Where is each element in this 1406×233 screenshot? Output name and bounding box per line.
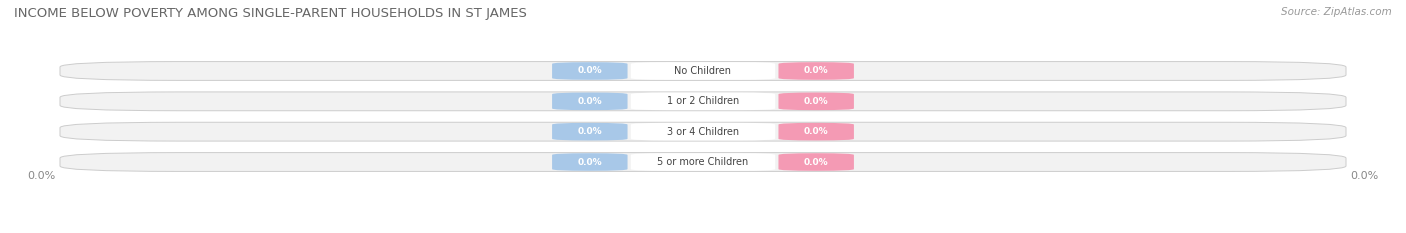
FancyBboxPatch shape <box>779 153 853 171</box>
Text: 3 or 4 Children: 3 or 4 Children <box>666 127 740 137</box>
FancyBboxPatch shape <box>553 93 627 110</box>
FancyBboxPatch shape <box>631 62 775 80</box>
Text: 0.0%: 0.0% <box>804 127 828 136</box>
Text: 0.0%: 0.0% <box>578 66 602 75</box>
FancyBboxPatch shape <box>60 122 1346 141</box>
Text: 0.0%: 0.0% <box>804 66 828 75</box>
FancyBboxPatch shape <box>631 153 775 171</box>
FancyBboxPatch shape <box>779 93 853 110</box>
Text: 5 or more Children: 5 or more Children <box>658 157 748 167</box>
Text: INCOME BELOW POVERTY AMONG SINGLE-PARENT HOUSEHOLDS IN ST JAMES: INCOME BELOW POVERTY AMONG SINGLE-PARENT… <box>14 7 527 20</box>
FancyBboxPatch shape <box>553 123 627 140</box>
FancyBboxPatch shape <box>60 153 1346 171</box>
Text: 0.0%: 0.0% <box>27 171 55 181</box>
FancyBboxPatch shape <box>779 123 853 140</box>
Text: 0.0%: 0.0% <box>578 97 602 106</box>
FancyBboxPatch shape <box>631 93 775 110</box>
FancyBboxPatch shape <box>553 153 627 171</box>
Text: No Children: No Children <box>675 66 731 76</box>
FancyBboxPatch shape <box>60 62 1346 80</box>
Text: 0.0%: 0.0% <box>578 158 602 167</box>
FancyBboxPatch shape <box>553 62 627 80</box>
FancyBboxPatch shape <box>631 123 775 140</box>
FancyBboxPatch shape <box>779 62 853 80</box>
Text: 0.0%: 0.0% <box>804 97 828 106</box>
Text: 1 or 2 Children: 1 or 2 Children <box>666 96 740 106</box>
Text: 0.0%: 0.0% <box>804 158 828 167</box>
Text: Source: ZipAtlas.com: Source: ZipAtlas.com <box>1281 7 1392 17</box>
Text: 0.0%: 0.0% <box>1351 171 1379 181</box>
Text: 0.0%: 0.0% <box>578 127 602 136</box>
FancyBboxPatch shape <box>60 92 1346 111</box>
